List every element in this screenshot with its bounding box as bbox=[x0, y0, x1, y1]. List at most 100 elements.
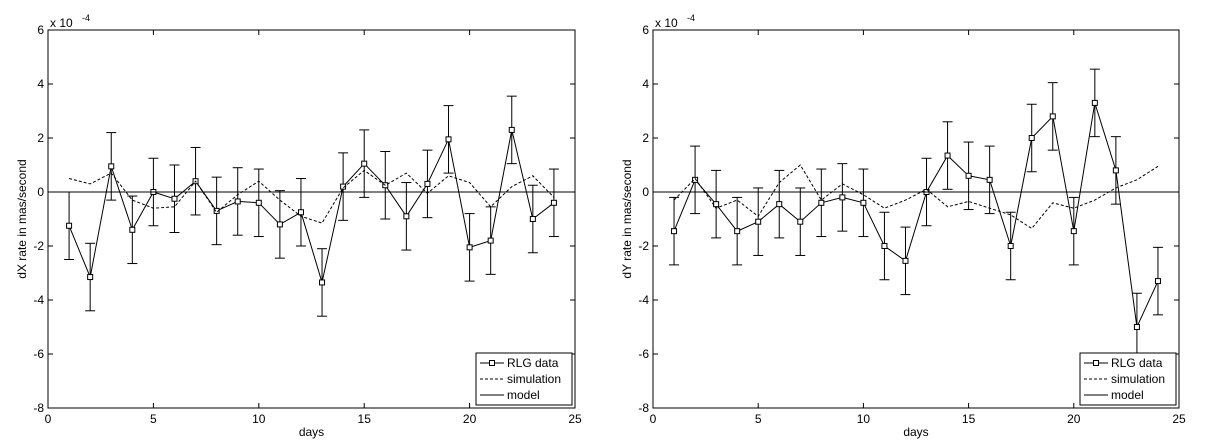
y-tick-label: -4 bbox=[638, 293, 649, 307]
series-line bbox=[68, 169, 555, 224]
data-point-marker bbox=[340, 183, 347, 190]
plot-area bbox=[48, 95, 575, 317]
chart-panel-1: 0 5 10 15 20 25 -8 -6 -4 -2 0 2 4 6 days dX rate in mas… bbox=[15, 13, 582, 439]
x-tick-label: 0 bbox=[650, 412, 657, 426]
x-axis-label: days bbox=[903, 425, 928, 439]
axis-exponent-label: x 10 bbox=[655, 16, 678, 30]
data-point-marker bbox=[944, 152, 951, 159]
axis-exponent-label: x 10 bbox=[50, 16, 73, 30]
data-point-marker bbox=[797, 218, 804, 225]
data-point-marker bbox=[171, 195, 178, 202]
data-point-marker bbox=[424, 180, 431, 187]
data-point-marker bbox=[487, 237, 494, 244]
data-point-marker bbox=[108, 163, 115, 170]
legend-label: RLG data bbox=[507, 356, 559, 370]
data-point-marker bbox=[255, 199, 262, 206]
data-point-marker bbox=[1028, 135, 1035, 141]
y-tick-label: 6 bbox=[642, 23, 649, 37]
x-tick-label: 0 bbox=[45, 412, 52, 426]
data-point-marker bbox=[529, 216, 536, 222]
data-point-marker bbox=[1112, 167, 1119, 174]
legend-label: simulation bbox=[507, 372, 561, 386]
y-tick-label: 0 bbox=[642, 185, 649, 199]
data-point-marker bbox=[1049, 113, 1056, 120]
legend-label: simulation bbox=[1111, 372, 1165, 386]
data-point-marker bbox=[550, 199, 557, 206]
axes-box bbox=[652, 29, 1180, 409]
legend-item: simulation bbox=[1084, 372, 1165, 386]
series-rlg-data bbox=[64, 95, 559, 317]
y-tick-label: 2 bbox=[642, 131, 649, 145]
data-point-marker bbox=[965, 172, 972, 179]
data-point-marker bbox=[860, 199, 867, 206]
data-point-marker bbox=[713, 201, 720, 208]
legend-label: RLG data bbox=[1111, 356, 1163, 370]
chart-panel-2: 0 5 10 15 20 25 -8 -6 -4 -2 0 2 4 6 days dY rate in mas… bbox=[620, 13, 1186, 439]
y-tick-label: -4 bbox=[33, 293, 44, 307]
data-point-marker bbox=[1007, 243, 1014, 249]
data-point-marker bbox=[445, 136, 452, 143]
data-point-marker bbox=[734, 228, 741, 235]
data-point-marker bbox=[1091, 99, 1098, 106]
data-point-marker bbox=[466, 244, 473, 251]
x-axis-label: days bbox=[299, 425, 324, 439]
data-point-marker bbox=[129, 226, 136, 233]
series-line bbox=[68, 129, 555, 285]
data-point-marker bbox=[1154, 278, 1161, 285]
series-simulation bbox=[68, 169, 555, 224]
y-tick-label: -2 bbox=[638, 239, 649, 253]
data-point-marker bbox=[902, 257, 909, 264]
data-point-marker bbox=[776, 201, 783, 208]
series-rlg-data bbox=[669, 68, 1163, 362]
legend: RLG data simulation model bbox=[1079, 352, 1177, 406]
legend-label: model bbox=[507, 388, 540, 402]
x-tick-label: 10 bbox=[857, 412, 871, 426]
data-point-marker bbox=[319, 279, 326, 286]
data-point-marker bbox=[818, 199, 825, 206]
data-point-marker bbox=[508, 126, 515, 133]
legend: RLG data simulation model bbox=[475, 352, 573, 406]
data-point-marker bbox=[692, 176, 699, 183]
y-tick-label: 2 bbox=[37, 131, 44, 145]
data-point-marker bbox=[755, 218, 762, 225]
y-tick-label: -8 bbox=[33, 401, 44, 415]
legend-item: model bbox=[480, 388, 540, 402]
x-tick-label: 15 bbox=[962, 412, 976, 426]
data-point-marker bbox=[1133, 324, 1140, 330]
series-simulation bbox=[673, 164, 1159, 230]
data-point-marker bbox=[234, 198, 241, 205]
x-tick-label: 10 bbox=[252, 412, 266, 426]
data-point-marker bbox=[361, 160, 368, 167]
data-point-marker bbox=[986, 176, 993, 183]
y-tick-label: -6 bbox=[638, 347, 649, 361]
x-tick-label: 5 bbox=[150, 412, 157, 426]
x-tick-label: 25 bbox=[568, 412, 582, 426]
legend-item: model bbox=[1084, 388, 1144, 402]
legend-label: model bbox=[1111, 388, 1144, 402]
data-point-marker bbox=[403, 213, 410, 220]
axes-box bbox=[47, 29, 576, 409]
y-tick-label: 6 bbox=[37, 23, 44, 37]
plot-area bbox=[653, 68, 1179, 362]
legend-marker bbox=[489, 360, 495, 366]
y-tick-label: -2 bbox=[33, 239, 44, 253]
y-tick-label: 4 bbox=[37, 77, 44, 91]
x-tick-label: 20 bbox=[463, 412, 477, 426]
legend-item: RLG data bbox=[1084, 356, 1163, 370]
y-tick-label: -6 bbox=[33, 347, 44, 361]
series-line bbox=[673, 102, 1159, 329]
data-point-marker bbox=[881, 243, 888, 249]
legend-item: simulation bbox=[480, 372, 561, 386]
axis-exponent-power: -4 bbox=[82, 13, 90, 23]
y-axis-label: dX rate in mas/second bbox=[15, 159, 29, 278]
x-tick-label: 15 bbox=[358, 412, 372, 426]
axis-exponent-power: -4 bbox=[687, 13, 695, 23]
x-tick-label: 25 bbox=[1172, 412, 1186, 426]
legend-item: RLG data bbox=[480, 356, 559, 370]
data-point-marker bbox=[1070, 228, 1077, 235]
series-line bbox=[673, 164, 1159, 230]
y-axis-label: dY rate in mas/second bbox=[620, 159, 634, 278]
data-point-marker bbox=[87, 274, 94, 281]
x-tick-label: 5 bbox=[755, 412, 762, 426]
